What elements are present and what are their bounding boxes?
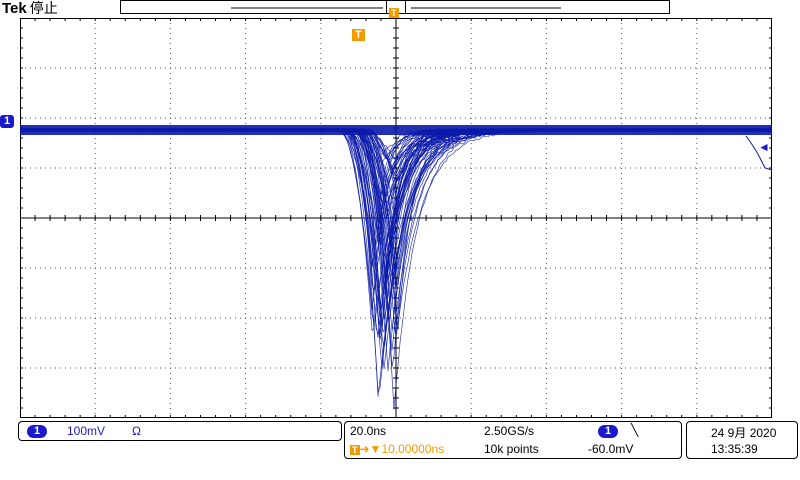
delay-value: 10.00000ns [381,442,445,456]
waveform-display[interactable] [20,18,772,418]
waveform-trace [20,125,772,410]
record-overview-trace [231,7,561,9]
record-length: 10k points [484,442,539,456]
trigger-position-marker-top[interactable]: T [389,8,399,18]
channel1-ground-marker[interactable]: 1 [0,111,15,129]
volts-per-div: 100mV [67,424,106,438]
trigger-position-marker[interactable]: T [352,25,365,43]
time-readout: 13:35:39 [711,442,758,456]
trigger-level-arrow[interactable]: ◄ [758,140,770,154]
time-per-div: 20.0ns [350,424,387,438]
delay-readout: T ➜▼10.00000ns [350,442,444,456]
trigger-source-pill: 1 [598,425,619,438]
sample-rate: 2.50GS/s [484,424,535,438]
delay-trigger-icon: T [350,445,360,455]
brand-logo: Tek [2,0,27,17]
coupling-icon: Ω [132,424,141,438]
delay-arrow-icon: ➜▼ [359,442,382,456]
date-readout: 24 9月 2020 [711,426,777,440]
channel-settings-panel[interactable]: 1 100mV Ω [18,421,342,441]
timebase-trigger-panel[interactable]: 20.0ns 2.50GS/s 1 ╲ T ➜▼10.00000ns 10k po… [344,421,682,459]
trigger-slope-icon: ╲ [631,423,639,437]
datetime-panel: 24 9月 2020 13:35:39 [686,421,798,459]
trigger-level-indicator [745,135,772,171]
acquisition-state: 停止 [29,1,58,17]
trigger-level: -60.0mV [588,442,634,456]
trigger-level-tail [745,135,772,171]
channel-pill: 1 [27,425,48,438]
baseline-band [20,125,772,135]
brand-header: Tek 停止 [2,0,58,18]
